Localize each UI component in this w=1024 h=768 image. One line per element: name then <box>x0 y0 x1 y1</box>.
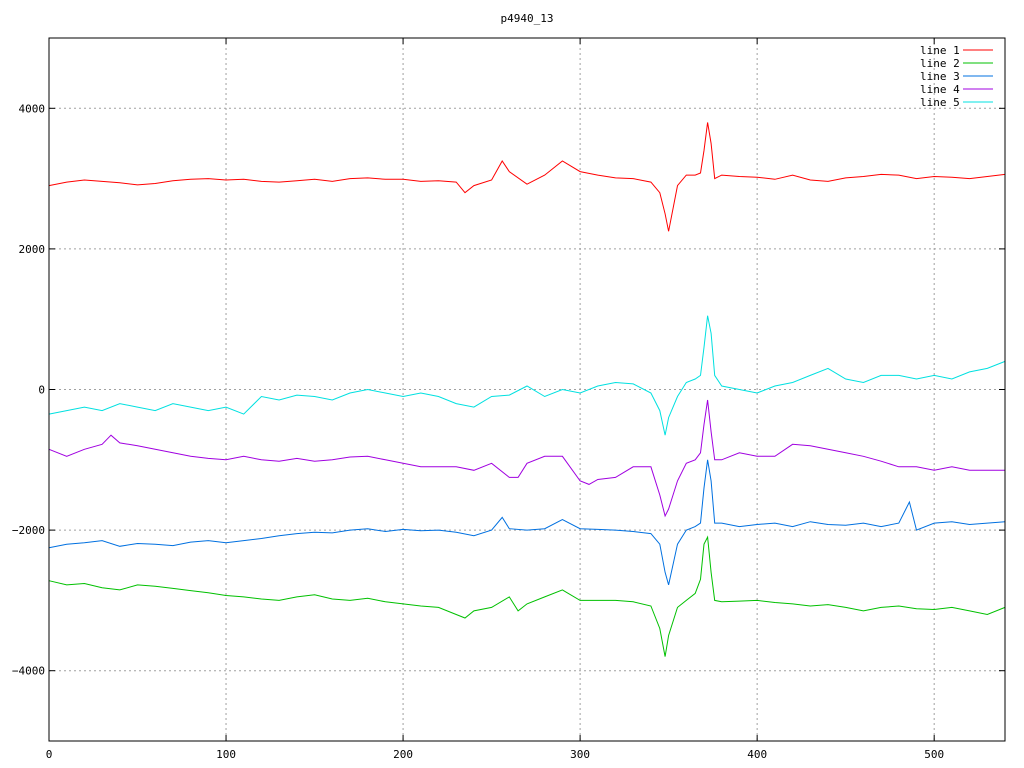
x-tick-label: 200 <box>393 748 413 761</box>
x-tick-label: 400 <box>747 748 767 761</box>
series-line-3 <box>48 459 1006 586</box>
legend-label: line 5 <box>920 96 960 109</box>
plot-frame <box>48 37 1006 742</box>
y-tick-label: 4000 <box>19 102 46 115</box>
series-line-5 <box>48 315 1006 436</box>
x-tick-label: 500 <box>924 748 944 761</box>
y-tick-label: 2000 <box>19 243 46 256</box>
x-tick-label: 300 <box>570 748 590 761</box>
y-tick-label: −4000 <box>12 665 45 678</box>
legend-label: line 3 <box>920 70 960 83</box>
series-line-2 <box>48 535 1006 657</box>
series-line-4 <box>48 399 1005 518</box>
grid-lines <box>49 38 1005 741</box>
chart-title: p4940_13 <box>501 12 554 25</box>
y-tick-label: −2000 <box>12 524 45 537</box>
x-tick-label: 100 <box>216 748 236 761</box>
legend-label: line 4 <box>920 83 960 96</box>
y-tick-label: 0 <box>38 384 45 397</box>
legend-label: line 2 <box>920 57 960 70</box>
axis-ticks: 0 100 200 300 400 500 −4000 −2000 0 2000 4000 <box>12 38 1005 761</box>
legend-label: line 1 <box>920 44 960 57</box>
series-line-1 <box>48 122 1006 232</box>
series-group <box>48 122 1006 657</box>
x-tick-label: 0 <box>46 748 53 761</box>
